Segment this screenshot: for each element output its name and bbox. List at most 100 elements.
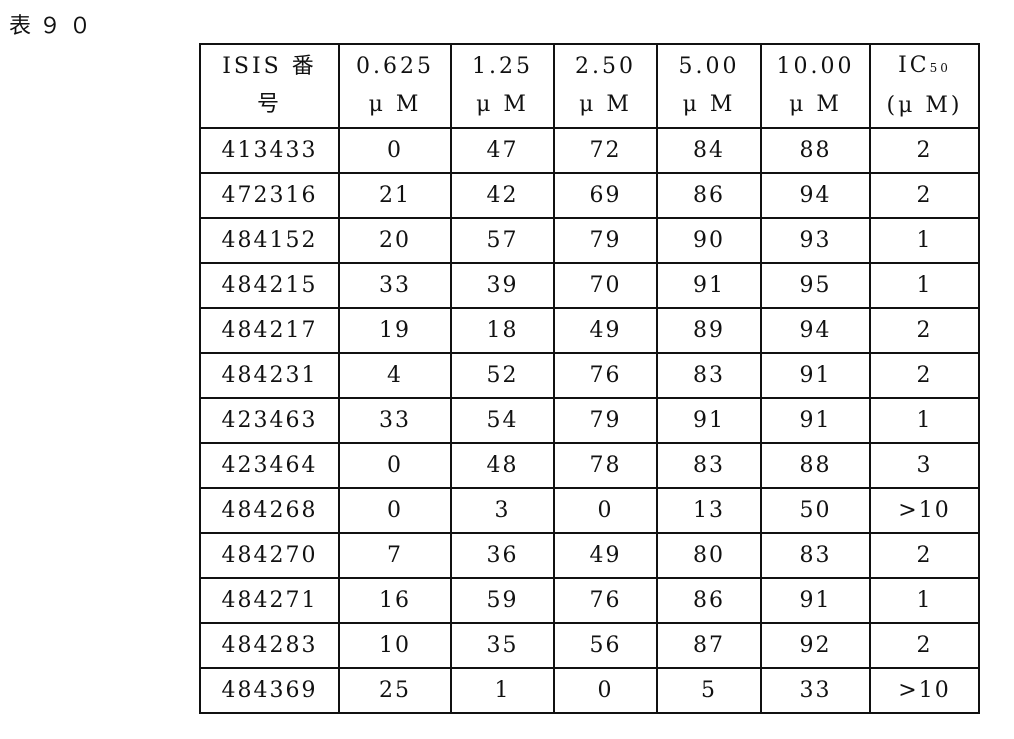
table-row: 4842707364980832 [200, 533, 979, 578]
value-cell: 18 [451, 308, 554, 353]
isis-number-cell: 413433 [200, 128, 339, 173]
table-row: 48415220577990931 [200, 218, 979, 263]
value-cell: 1 [451, 668, 554, 713]
header-line: μ M [683, 92, 736, 117]
value-cell: 2 [870, 533, 979, 578]
table-title: 表９０ [9, 8, 99, 40]
value-cell: 4 [339, 353, 451, 398]
isis-number-cell: 484152 [200, 218, 339, 263]
value-cell: 80 [657, 533, 761, 578]
value-cell: 52 [451, 353, 554, 398]
value-cell: 47 [451, 128, 554, 173]
value-cell: 33 [761, 668, 870, 713]
value-cell: 1 [870, 398, 979, 443]
value-cell: 57 [451, 218, 554, 263]
value-cell: 78 [554, 443, 657, 488]
value-cell: 56 [554, 623, 657, 668]
header-line: (μ M) [887, 93, 963, 118]
value-cell: 0 [554, 488, 657, 533]
value-cell: 42 [451, 173, 554, 218]
header-line: 5.00 [679, 54, 740, 79]
header-line: 0.625 [356, 54, 434, 79]
isis-number-cell: 484369 [200, 668, 339, 713]
isis-number-cell: 484283 [200, 623, 339, 668]
header-line: 号 [257, 92, 282, 117]
value-cell: 2 [870, 173, 979, 218]
value-cell: 0 [339, 128, 451, 173]
header-line: μ M [369, 92, 422, 117]
value-cell: 93 [761, 218, 870, 263]
value-cell: 72 [554, 128, 657, 173]
value-cell: 59 [451, 578, 554, 623]
isis-number-cell: 484231 [200, 353, 339, 398]
value-cell: 25 [339, 668, 451, 713]
value-cell: 91 [761, 398, 870, 443]
value-cell: 94 [761, 173, 870, 218]
value-cell: 79 [554, 218, 657, 263]
header-line: μ M [476, 92, 529, 117]
value-cell: 91 [761, 578, 870, 623]
header-line: 2.50 [575, 54, 636, 79]
value-cell: 86 [657, 578, 761, 623]
table-row: 48421719184989942 [200, 308, 979, 353]
value-cell: 2 [870, 128, 979, 173]
table-row: 4843692510533>10 [200, 668, 979, 713]
value-cell: 89 [657, 308, 761, 353]
value-cell: 90 [657, 218, 761, 263]
table-row: 4134330477284882 [200, 128, 979, 173]
header-ic50: IC50(μ M) [870, 44, 979, 128]
header-line: ISIS 番 [222, 54, 317, 79]
value-cell: 0 [339, 443, 451, 488]
value-cell: >10 [870, 488, 979, 533]
value-cell: 35 [451, 623, 554, 668]
table-row: 48427116597686911 [200, 578, 979, 623]
header-500uM: 5.00 μ M [657, 44, 761, 128]
data-table: ISIS 番号 0.625μ M 1.25μ M 2.50μ M 5.00μ M… [199, 43, 980, 714]
value-cell: 76 [554, 353, 657, 398]
header-subscript: 50 [930, 61, 951, 75]
value-cell: 0 [339, 488, 451, 533]
header-line: μ M [789, 92, 842, 117]
value-cell: 86 [657, 173, 761, 218]
isis-number-cell: 484270 [200, 533, 339, 578]
isis-number-cell: 472316 [200, 173, 339, 218]
isis-number-cell: 484217 [200, 308, 339, 353]
value-cell: 91 [657, 398, 761, 443]
value-cell: 0 [554, 668, 657, 713]
value-cell: 21 [339, 173, 451, 218]
isis-number-cell: 484271 [200, 578, 339, 623]
value-cell: 76 [554, 578, 657, 623]
isis-number-cell: 423464 [200, 443, 339, 488]
value-cell: 79 [554, 398, 657, 443]
table-row: 48421533397091951 [200, 263, 979, 308]
value-cell: 2 [870, 623, 979, 668]
value-cell: 13 [657, 488, 761, 533]
value-cell: 70 [554, 263, 657, 308]
header-250uM: 2.50μ M [554, 44, 657, 128]
table-row: 42346333547991911 [200, 398, 979, 443]
value-cell: 49 [554, 308, 657, 353]
value-cell: 3 [870, 443, 979, 488]
value-cell: 87 [657, 623, 761, 668]
value-cell: 48 [451, 443, 554, 488]
value-cell: 33 [339, 263, 451, 308]
value-cell: 83 [657, 353, 761, 398]
value-cell: 7 [339, 533, 451, 578]
value-cell: 49 [554, 533, 657, 578]
header-0625uM: 0.625 μ M [339, 44, 451, 128]
value-cell: 69 [554, 173, 657, 218]
value-cell: 91 [761, 353, 870, 398]
table-row: 4842314527683912 [200, 353, 979, 398]
table-row: 4234640487883883 [200, 443, 979, 488]
header-125uM: 1.25 μ M [451, 44, 554, 128]
value-cell: 16 [339, 578, 451, 623]
isis-number-cell: 484268 [200, 488, 339, 533]
header-line: 1.25 [472, 54, 533, 79]
header-1000uM: 10.00μ M [761, 44, 870, 128]
value-cell: 94 [761, 308, 870, 353]
value-cell: 1 [870, 218, 979, 263]
isis-number-cell: 423463 [200, 398, 339, 443]
value-cell: 3 [451, 488, 554, 533]
value-cell: 92 [761, 623, 870, 668]
value-cell: 39 [451, 263, 554, 308]
